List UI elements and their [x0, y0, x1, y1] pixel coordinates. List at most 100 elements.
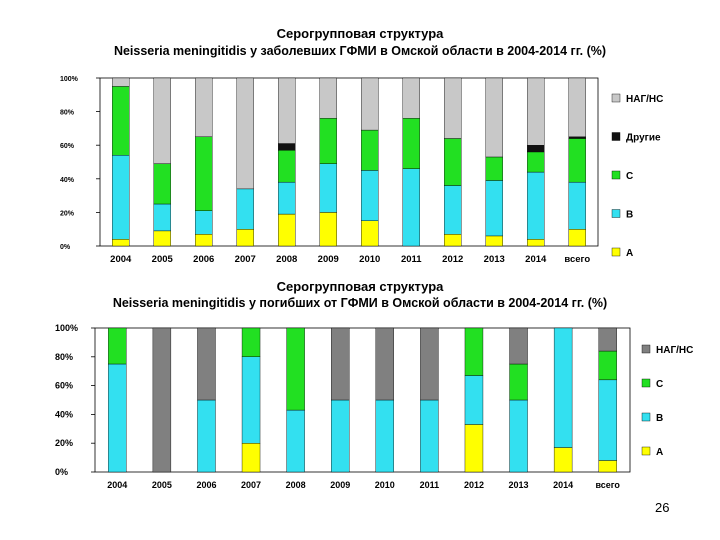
chart2-bar-segment	[241, 442, 261, 473]
chart2-ytick-label: 100%	[55, 323, 78, 333]
chart2-bar-segment	[375, 399, 394, 473]
chart2-xtick-label: 2006	[196, 480, 216, 490]
chart2-bar-segment	[197, 327, 216, 401]
chart1-bar-segment	[444, 138, 462, 186]
chart1-legend-swatch	[611, 170, 621, 180]
chart2-legend-swatch	[641, 378, 651, 388]
chart1-bar-segment	[153, 203, 171, 232]
chart1-bar-segment	[485, 180, 503, 237]
chart1-xtick-label: 2006	[193, 254, 214, 265]
chart1-bar-segment	[568, 77, 586, 137]
chart1-bar-segment	[278, 143, 296, 151]
chart1-xtick-label: 2014	[525, 254, 547, 265]
chart1-bar-segment	[527, 77, 545, 146]
chart2-legend-swatch	[641, 344, 651, 354]
chart2-bar-segment	[598, 350, 617, 381]
page-number: 26	[655, 500, 670, 515]
chart1-xtick-label: 2012	[442, 254, 463, 265]
chart1-bar-segment	[444, 234, 462, 247]
chart2-plot-frame	[94, 327, 631, 473]
chart1-bar-segment	[195, 210, 213, 235]
chart2-ytick-label: 0%	[55, 467, 68, 477]
chart2-xtick-label: 2004	[107, 480, 127, 490]
chart2-legend-label: A	[656, 447, 663, 458]
chart2-legend-label: B	[656, 413, 663, 424]
chart2-bar-segment	[286, 327, 305, 411]
chart1-bar-segment	[236, 188, 254, 230]
chart2-ytick-label: 60%	[55, 381, 73, 391]
chart2-bar-segment	[553, 327, 573, 448]
chart1-ytick-label: 0%	[60, 244, 71, 251]
chart1-plot-frame	[99, 77, 599, 247]
chart1-legend-label: НАГ/НС	[626, 94, 663, 105]
chart2-xtick-label: 2008	[286, 480, 306, 490]
chart1-bar-segment	[112, 77, 130, 87]
chart1-ytick-label: 20%	[60, 210, 75, 217]
chart2-bar-segment	[108, 363, 127, 473]
chart1-xtick-label: 2004	[110, 254, 132, 265]
chart2-bar-segment	[553, 447, 573, 473]
chart1-xtick-label: 2011	[401, 254, 422, 265]
chart1-bar-segment	[278, 150, 296, 183]
chart1-bar-segment	[153, 230, 171, 247]
chart2-ytick-label: 20%	[55, 438, 73, 448]
chart1-bar-segment	[361, 77, 379, 131]
chart1-bar-segment	[444, 185, 462, 235]
chart2-xtick-label: 2010	[375, 480, 395, 490]
chart1-bar-segment	[568, 136, 586, 139]
chart1-bar-segment	[112, 155, 130, 240]
chart1-legend-label: C	[626, 171, 633, 182]
chart1-bar-segment	[402, 118, 420, 169]
chart2-bar-segment	[152, 327, 172, 473]
chart1-bar-segment	[319, 77, 337, 119]
chart2-bar-segment	[286, 409, 305, 473]
chart1-xtick-label: 2008	[276, 254, 297, 265]
chart1-bar-segment	[153, 77, 171, 164]
chart2-legend-swatch	[641, 412, 651, 422]
chart1-subtitle: Neisseria meningitidis у заболевших ГФМИ…	[113, 44, 607, 58]
chart1-bar-segment	[278, 213, 296, 247]
chart2-xtick-label: 2009	[330, 480, 350, 490]
chart2-xtick-label: 2005	[152, 480, 172, 490]
chart2-xtick-label: 2007	[241, 480, 261, 490]
chart1-bar-segment	[112, 239, 130, 247]
chart2-xtick-label: 2013	[509, 480, 529, 490]
chart2-title: Серогрупповая структура	[276, 279, 444, 294]
chart2: 0% 20% 40% 60% 80% 100% 2004 2005 2006 2007 2008 20…	[55, 323, 693, 490]
chart1-legend-label: B	[626, 210, 633, 221]
chart1-bar-segment	[236, 77, 254, 190]
chart2-bar-segment	[509, 363, 528, 401]
chart1-bar-segment	[527, 144, 545, 153]
chart2-bar-segment	[331, 399, 350, 473]
chart2-bar-segment	[464, 424, 484, 473]
chart1-xtick-label: 2009	[318, 254, 339, 265]
chart2-bar-segment	[509, 399, 528, 473]
chart1-bar-segment	[402, 168, 420, 247]
chart1-legend-label: Другие	[626, 133, 661, 144]
chart1-bar-segment	[195, 77, 213, 137]
chart1-legend-swatch	[611, 247, 621, 257]
chart2-bar-segment	[598, 379, 617, 461]
chart1-ytick-label: 60%	[60, 143, 75, 150]
chart2-bar-segment	[197, 399, 216, 473]
chart2-xtick-label: 2014	[553, 480, 573, 490]
chart1-ytick-label: 80%	[60, 110, 75, 117]
chart1-xtick-label: 2007	[235, 254, 256, 265]
chart1-bar-segment	[568, 181, 586, 230]
chart1-bar-segment	[195, 234, 213, 247]
chart1-bar-segment	[527, 239, 545, 247]
chart2-ytick-label: 40%	[55, 409, 73, 419]
chart1-bar-segment	[153, 163, 171, 205]
chart2-bar-segment	[420, 399, 439, 473]
chart1-bar-segment	[568, 138, 586, 183]
chart1-xtick-label: всего	[564, 254, 590, 265]
chart1-xtick-label: 2010	[359, 254, 380, 265]
chart1-bar-segment	[278, 77, 296, 144]
chart1-bar-segment	[444, 77, 462, 139]
chart2-bar-segment	[464, 327, 484, 376]
chart1-legend-label: A	[626, 248, 633, 259]
chart1-legend-swatch	[611, 209, 621, 218]
chart2-bar-segment	[331, 327, 350, 401]
chart1-bar-segment	[319, 163, 337, 213]
chart2-bar-segment	[598, 327, 617, 352]
